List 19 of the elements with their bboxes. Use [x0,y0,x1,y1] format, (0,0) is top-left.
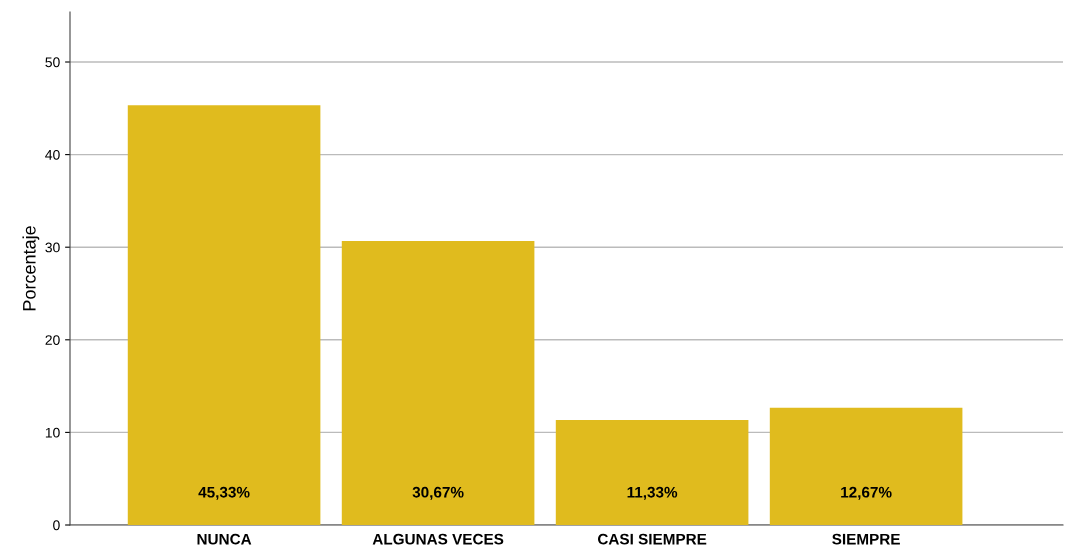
data-label: 12,67% [841,486,892,500]
data-label: 30,67% [412,486,464,500]
bar [341,241,535,525]
y-tick-label: 50 [45,57,60,68]
x-tick-label: NUNCA [197,533,252,545]
x-tick-label: ALGUNAS VECES [372,533,504,545]
y-tick-label: 10 [45,427,60,438]
data-label: 11,33% [627,486,678,500]
y-tick-label: 20 [45,335,60,345]
y-tick-label: 0 [53,520,60,531]
x-tick-label: SIEMPRE [832,533,900,545]
x-tick-label: CASI SIEMPRE [597,533,707,545]
y-axis-title: Porcentaje [22,226,40,311]
y-tick-label: 40 [45,149,60,160]
bar [769,407,963,525]
bar [127,105,321,525]
bar [555,420,749,525]
data-label: 45,33% [198,486,250,500]
y-tick-label: 30 [45,242,60,253]
